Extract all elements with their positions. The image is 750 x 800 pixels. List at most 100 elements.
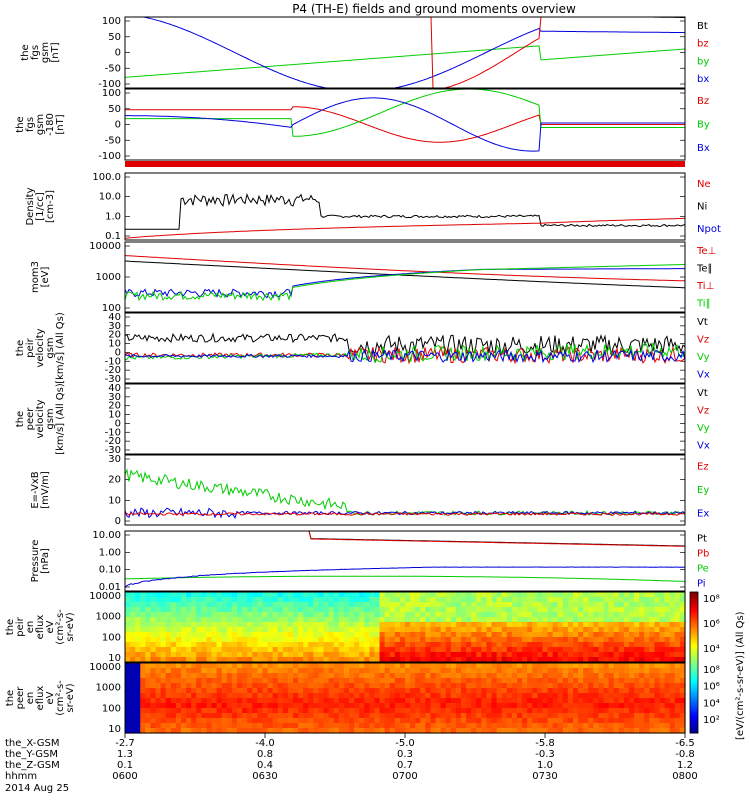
y-tick-label: 100 — [102, 88, 121, 99]
y-tick-label: -30 — [105, 445, 121, 456]
series-by — [124, 45, 686, 78]
y-axis-label: Density [1/cc] [cm-3] — [25, 187, 56, 225]
series-Ni — [125, 192, 686, 230]
y-axis-label: the peer en eflux eV (cm²-s-sr-eV) — [5, 680, 76, 716]
series-Vz — [124, 345, 686, 365]
axis-row-label: the_Y-GSM — [5, 749, 58, 760]
x-tick-label: -5.8 — [535, 738, 555, 749]
x-tick-label: 0730 — [532, 771, 557, 782]
y-tick-label: -100 — [98, 79, 121, 90]
svg-text:the: the — [15, 116, 26, 132]
legend-Ez: Ez — [697, 462, 709, 473]
y-tick-label: 100 — [102, 16, 121, 27]
series-Bz — [125, 106, 685, 143]
legend-Te∥: Te∥ — [696, 263, 713, 274]
y-tick-label: 1000 — [96, 683, 121, 694]
y-tick-label: 10 — [108, 339, 121, 350]
legend-by: by — [697, 56, 709, 67]
colorbar-tick: 10⁶ — [703, 682, 720, 693]
svg-text:the: the — [20, 44, 31, 60]
series-bx — [125, 16, 685, 89]
y-axis-label: mom3 [eV] — [30, 261, 51, 293]
legend-bz: bz — [697, 39, 709, 50]
legend-Pi: Pi — [697, 579, 706, 590]
svg-text:en: en — [25, 692, 36, 705]
y-tick-label: 50 — [108, 32, 121, 43]
plot-date: 2014 Aug 25 — [5, 783, 69, 794]
svg-text:[cm-3]: [cm-3] — [45, 190, 56, 223]
svg-text:velocity: velocity — [35, 399, 46, 438]
panel-frame — [124, 88, 686, 161]
legend-Bx: Bx — [697, 143, 710, 154]
panel-peer_en: 10000 1000 100 10 the peer en eflux eV (cm²-s-sr-… — [5, 662, 686, 735]
legend-Ti⊥: Ti⊥ — [696, 281, 714, 292]
legend-bx: bx — [697, 74, 709, 85]
svg-text:[mV/m]: [mV/m] — [40, 471, 51, 509]
axis-row-label: the_X-GSM — [5, 738, 59, 749]
panel-frame — [124, 241, 686, 313]
svg-text:[eV]: [eV] — [40, 267, 51, 288]
svg-text:en: en — [25, 621, 36, 634]
colorbar: [eV/(cm²-s-sr-eV)] (All Qs) 10⁴ 10⁶ 10⁸ 10² 1… — [689, 591, 746, 740]
x-tick-label: 0.8 — [257, 749, 273, 760]
colorbar-tick: 10² — [703, 715, 720, 726]
x-tick-label: -6.5 — [675, 738, 695, 749]
axis-row-label: the_Z-GSM — [5, 760, 60, 771]
panel-frame — [124, 530, 686, 592]
colorbar-tick: 10⁶ — [703, 619, 720, 630]
x-tick-label: 0630 — [252, 771, 277, 782]
svg-text:the: the — [15, 340, 26, 356]
x-tick-label: -5.0 — [395, 738, 415, 749]
x-tick-label: 0.4 — [257, 760, 273, 771]
svg-text:peer: peer — [25, 407, 36, 431]
y-tick-label: 10.0 — [99, 192, 121, 203]
y-tick-label: 0 — [115, 418, 121, 429]
y-tick-label: 0 — [115, 120, 121, 131]
legend-Ne: Ne — [697, 179, 711, 190]
legend-Vt: Vt — [697, 317, 708, 328]
y-tick-label: 50 — [108, 104, 121, 115]
y-tick-label: 0 — [115, 347, 121, 358]
x-tick-label: 0800 — [672, 771, 697, 782]
series-Ez — [124, 512, 686, 516]
svg-text:gsm: gsm — [40, 42, 51, 63]
x-tick-label: 0600 — [112, 771, 137, 782]
svg-text:-180: -180 — [45, 113, 56, 136]
x-tick-label: 0.1 — [117, 760, 133, 771]
y-tick-label: -20 — [105, 436, 121, 447]
series-Ti — [124, 268, 685, 299]
x-tick-label: -4.0 — [255, 738, 275, 749]
panel-frame — [124, 172, 686, 241]
axis-row-label: hhmm — [5, 771, 37, 782]
legend-Bz: Bz — [697, 96, 709, 107]
svg-text:(cm²-s-: (cm²-s- — [55, 609, 66, 645]
y-tick-label: -10 — [105, 356, 121, 367]
svg-text:peer: peer — [15, 686, 26, 710]
series-By — [125, 88, 685, 137]
svg-text:peir: peir — [25, 337, 36, 357]
svg-text:eV: eV — [45, 620, 56, 633]
series-bz — [125, 16, 685, 89]
panel-frame — [124, 16, 686, 89]
y-tick-label: 1.0 — [105, 211, 121, 222]
panel-frame — [124, 454, 686, 526]
y-tick-label: -50 — [105, 63, 121, 74]
y-tick-label: 10 — [108, 410, 121, 421]
svg-text:(cm²-s-: (cm²-s- — [55, 680, 66, 716]
time-axis: the_X-GSM -2.7 -4.0 -5.0 -5.8 -6.5 the_Y-GSM 1.… — [5, 733, 698, 794]
legend-Ni: Ni — [697, 202, 707, 213]
y-tick-label: 0.1 — [105, 231, 121, 242]
series-Ne — [124, 217, 685, 239]
y-tick-label: -100 — [98, 151, 121, 162]
svg-text:eV: eV — [45, 691, 56, 704]
x-tick-label: 1.3 — [117, 749, 133, 760]
series-Ex — [124, 507, 686, 519]
svg-text:[km/s] (All Qs): [km/s] (All Qs) — [55, 383, 66, 455]
x-tick-label: 0700 — [392, 771, 417, 782]
svg-text:gsm: gsm — [45, 408, 56, 429]
svg-text:[nT]: [nT] — [55, 114, 66, 134]
svg-text:fgs: fgs — [30, 45, 41, 60]
y-tick-label: 100.0 — [92, 172, 121, 183]
svg-text:eflux: eflux — [35, 615, 46, 640]
